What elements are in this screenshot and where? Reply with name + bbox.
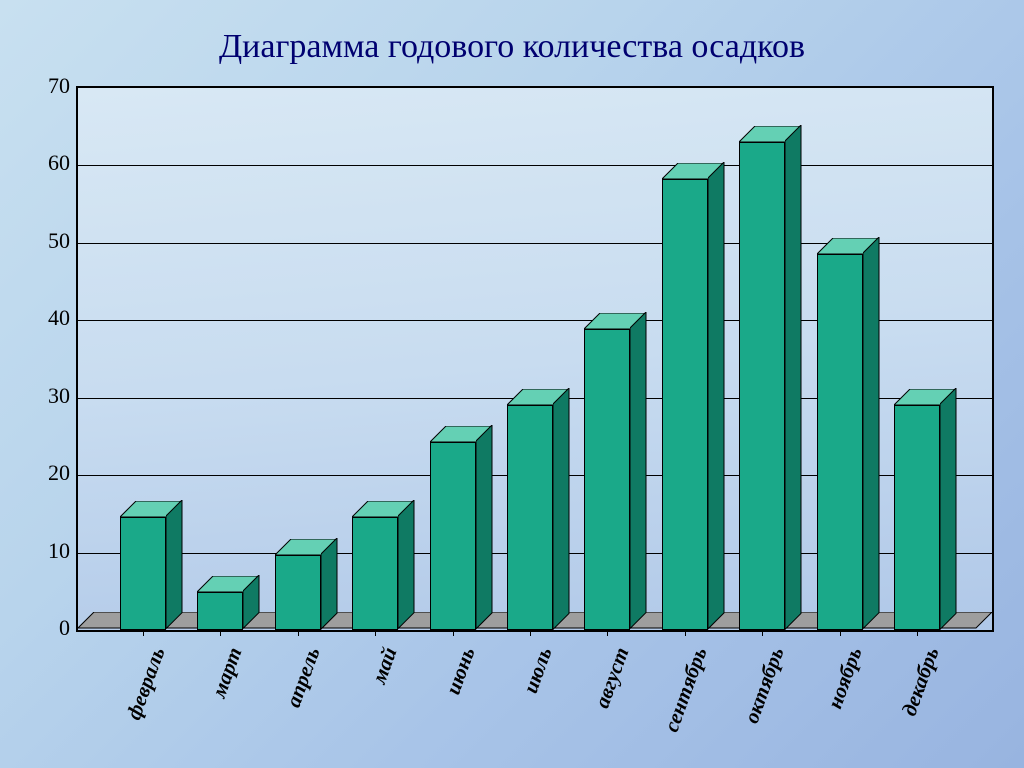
bar: [352, 501, 414, 630]
bar: [430, 426, 492, 630]
x-tick: [375, 630, 376, 636]
x-tick-label: август: [590, 644, 635, 711]
precipitation-chart: февральмартапрельмайиюньиюльавгустсентяб…: [20, 84, 1000, 638]
x-tick-label: апрель: [280, 644, 325, 711]
bar: [817, 238, 879, 630]
y-tick-label: 10: [30, 538, 70, 564]
bar: [120, 501, 182, 630]
x-tick: [840, 630, 841, 636]
x-tick-label: июль: [518, 644, 558, 697]
bar: [275, 539, 337, 630]
x-tick-label: февраль: [121, 644, 170, 723]
x-tick-label: сентябрь: [659, 644, 713, 735]
x-tick-label: ноябрь: [822, 644, 867, 712]
x-tick: [917, 630, 918, 636]
y-tick-label: 70: [30, 73, 70, 99]
bar: [894, 389, 956, 630]
x-tick-label: октябрь: [739, 644, 789, 727]
bar: [662, 163, 724, 630]
y-tick-label: 30: [30, 383, 70, 409]
y-tick-label: 60: [30, 150, 70, 176]
x-tick: [220, 630, 221, 636]
bars-container: [78, 88, 992, 630]
bar: [507, 389, 569, 630]
bar: [739, 126, 801, 630]
x-tick-label: июнь: [440, 644, 480, 698]
x-tick-label: май: [367, 644, 403, 687]
y-tick-label: 40: [30, 305, 70, 331]
bar: [584, 313, 646, 630]
y-tick-label: 0: [30, 615, 70, 641]
bar: [197, 576, 259, 630]
x-tick: [298, 630, 299, 636]
x-tick-label: март: [207, 644, 248, 701]
chart-title: Диаграмма годового количества осадков: [0, 0, 1024, 66]
y-tick-label: 20: [30, 460, 70, 486]
x-tick: [607, 630, 608, 636]
x-tick-label: декабрь: [897, 644, 945, 719]
x-axis-labels: февраль март апрель май июнь июль август сентяб…: [76, 638, 994, 768]
x-tick: [762, 630, 763, 636]
x-tick: [685, 630, 686, 636]
y-tick-label: 50: [30, 228, 70, 254]
plot-area: [76, 86, 994, 632]
x-tick: [530, 630, 531, 636]
x-tick: [453, 630, 454, 636]
x-tick: [143, 630, 144, 636]
